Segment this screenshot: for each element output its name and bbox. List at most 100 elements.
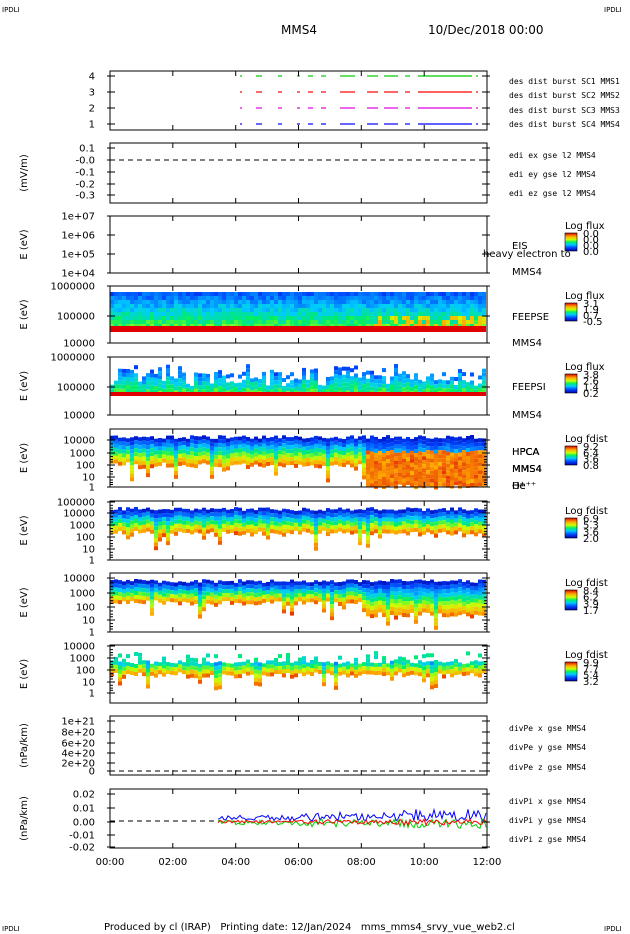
spectrogram-cell — [202, 326, 206, 332]
spectrogram-cell — [266, 445, 270, 450]
spectrogram-cell — [334, 665, 338, 670]
spectrogram-cell — [146, 668, 150, 673]
spectrogram-cell — [266, 586, 270, 590]
spectrogram-cell — [450, 384, 454, 389]
spectrogram-cell — [346, 436, 350, 441]
spectrogram-cell — [158, 594, 162, 599]
spectrogram-cell — [178, 597, 182, 602]
spectrogram-cell — [378, 510, 382, 515]
spectrogram-cell — [434, 625, 438, 630]
spectrogram-cell — [374, 476, 378, 481]
spectrogram-cell — [290, 320, 294, 324]
spectrogram-cell — [430, 677, 434, 682]
spectrogram-cell — [214, 296, 218, 300]
spectrogram-cell — [178, 382, 182, 387]
spectrogram-cell — [330, 445, 334, 450]
spectrogram-cell — [434, 300, 438, 304]
spectrogram-cell — [202, 392, 206, 396]
spectrogram-cell — [266, 515, 270, 520]
spectrogram-cell — [462, 581, 466, 586]
spectrogram-cell — [130, 445, 134, 450]
spectrogram-cell — [398, 664, 402, 669]
panel-label: HPCA — [512, 447, 540, 458]
spectrogram-cell — [482, 312, 486, 316]
spectrogram-cell — [286, 445, 290, 450]
spectrogram-cell — [202, 377, 206, 382]
spectrogram-cell — [378, 308, 382, 312]
spectrogram-cell — [370, 519, 374, 524]
spectrogram-cell — [174, 316, 178, 320]
spectrogram-cell — [402, 387, 406, 392]
spectrogram-cell — [338, 590, 342, 594]
spectrogram-cell — [242, 455, 246, 460]
spectrogram-cell — [474, 598, 478, 603]
spectrogram-cell — [474, 385, 478, 390]
spectrogram-cell — [414, 304, 418, 308]
spectrogram-cell — [438, 326, 442, 332]
spectrogram-cell — [258, 592, 262, 597]
spectrogram-cell — [154, 458, 158, 463]
spectrogram-cell — [442, 320, 446, 324]
spectrogram-cell — [142, 460, 146, 465]
spectrogram-cell — [406, 392, 410, 396]
spectrogram-cell — [478, 312, 482, 316]
spectrogram-cell — [134, 523, 138, 527]
spectrogram-cell — [374, 440, 378, 445]
spectrogram-cell — [382, 513, 386, 518]
spectrogram-cell — [206, 653, 210, 658]
spectrogram-cell — [394, 595, 398, 600]
spectrogram-cell — [174, 474, 178, 479]
spectrogram-cell — [390, 304, 394, 308]
spectrogram-cell — [390, 529, 394, 534]
colorbar-tick-label: 0.0 — [583, 247, 599, 258]
spectrogram-cell — [182, 528, 186, 533]
spectrogram-cell — [422, 518, 426, 523]
spectrogram-cell — [294, 665, 298, 670]
spectrogram-cell — [146, 385, 150, 390]
spectrogram-cell — [222, 383, 226, 388]
spectrogram-cell — [354, 438, 358, 443]
spectrogram-cell — [290, 518, 294, 523]
spectrogram-cell — [298, 510, 302, 515]
spectrogram-cell — [258, 438, 262, 443]
spectrogram-cell — [290, 583, 294, 588]
spectrogram-cell — [394, 388, 398, 392]
spectrogram-cell — [470, 614, 474, 619]
spectrogram-cell — [350, 384, 354, 389]
spectrogram-cell — [298, 456, 302, 461]
spectrogram-cell — [270, 668, 274, 673]
spectrogram-cell — [206, 591, 210, 596]
spectrogram-cell — [482, 372, 486, 377]
spectrogram-cell — [438, 446, 442, 451]
spectrogram-cell — [322, 326, 326, 332]
spectrogram-cell — [198, 679, 202, 684]
spectrogram-cell — [166, 304, 170, 308]
spectrogram-cell — [118, 523, 122, 528]
spectrogram-cell — [126, 666, 130, 671]
spectrogram-cell — [422, 392, 426, 396]
spectrogram-cell — [346, 508, 350, 513]
spectrogram-cell — [254, 444, 258, 449]
y-tick-label: 10000 — [63, 411, 95, 422]
spectrogram-cell — [206, 326, 210, 332]
spectrogram-cell — [166, 447, 170, 452]
spectrogram-cell — [322, 449, 326, 454]
spectrogram-cell — [426, 528, 430, 533]
spectrogram-cell — [454, 671, 458, 676]
spectrogram-cell — [478, 454, 482, 459]
spectrogram-cell — [370, 463, 374, 468]
spectrogram-cell — [170, 439, 174, 444]
spectrogram-cell — [258, 326, 262, 332]
spectrogram-cell — [394, 440, 398, 445]
spectrogram-cell — [114, 443, 118, 448]
spectrogram-cell — [362, 384, 366, 389]
spectrogram-cell — [422, 381, 426, 386]
spectrogram-cell — [458, 579, 462, 584]
spectrogram-cell — [386, 605, 390, 610]
spectrogram-cell — [154, 392, 158, 396]
spectrogram-cell — [222, 447, 226, 452]
spectrogram-cell — [394, 296, 398, 300]
spectrogram-cell — [226, 462, 230, 467]
spectrogram-cell — [242, 326, 246, 332]
spectrogram-cell — [446, 589, 450, 594]
